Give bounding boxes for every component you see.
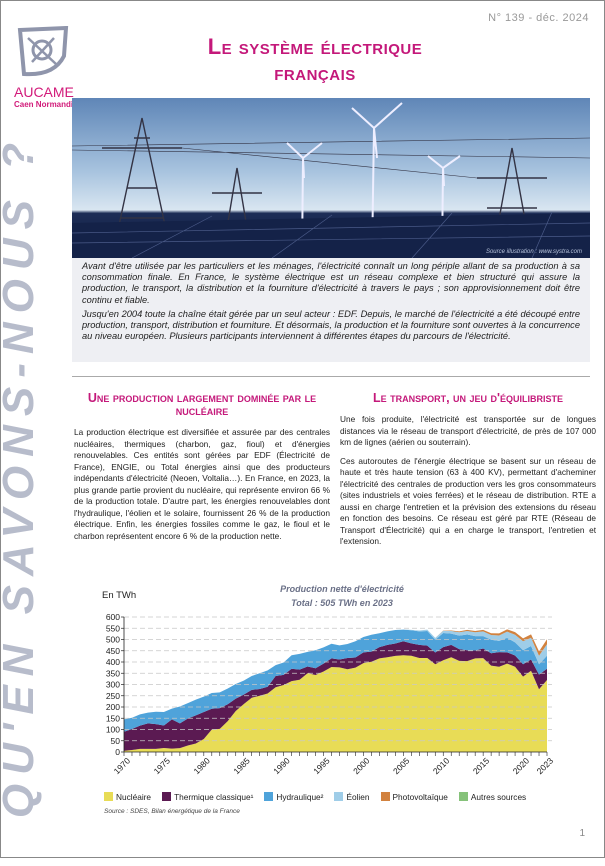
chart-title-line: Production nette d'électricité [280, 584, 404, 594]
production-section: Une production largement dominée par le … [74, 392, 330, 549]
y-tick-label: 400 [106, 657, 120, 667]
section-divider [72, 376, 590, 377]
x-tick-label: 1980 [191, 755, 212, 776]
y-tick-label: 300 [106, 680, 120, 690]
y-tick-label: 450 [106, 646, 120, 656]
logo-emblem-icon [17, 26, 69, 77]
y-tick-label: 150 [106, 713, 120, 723]
area-series-0 [124, 655, 547, 752]
y-tick-label: 500 [106, 635, 120, 645]
chart-source: Source : SDES, Bilan énergétique de la F… [104, 808, 240, 815]
legend-swatch [264, 792, 274, 801]
x-tick-label: 2010 [431, 755, 452, 776]
legend-label: Autres sources [470, 792, 527, 802]
chart-subtitle: Total : 505 TWh en 2023 [291, 598, 393, 608]
aucame-logo: AUCAME Caen Normandie [14, 26, 78, 109]
series-label-vertical: QU'EN SAVONS-NOUS ? [0, 134, 43, 819]
x-tick-label: 1990 [271, 755, 292, 776]
y-tick-label: 0 [115, 747, 120, 757]
issue-number: N° 139 - déc. 2024 [488, 12, 589, 24]
legend-swatch [162, 792, 172, 801]
page-number: 1 [579, 828, 585, 839]
x-tick-label: 1985 [231, 755, 252, 776]
photo-credit: Source illustration : www.systra.com [485, 249, 582, 255]
legend-swatch [334, 792, 344, 801]
production-chart: Production nette d'électricité Total : 5… [72, 578, 592, 818]
x-tick-label: 2005 [391, 755, 412, 776]
title-line-1: Le système électrique [207, 34, 423, 59]
x-tick-label: 1975 [152, 755, 173, 776]
intro-box: Avant d'être utilisée par les particulie… [72, 258, 590, 362]
legend-swatch [380, 792, 390, 801]
legend-label: Éolien [346, 792, 370, 802]
x-tick-label: 2015 [471, 755, 492, 776]
legend-label: Nucléaire [116, 792, 152, 802]
y-axis-label: En TWh [102, 590, 137, 601]
pylons-windturbines-illustration [72, 102, 590, 258]
x-tick-label: 2023 [535, 755, 556, 776]
legend-swatch [458, 792, 468, 801]
legend-swatch [104, 792, 113, 801]
legend-item: Éolien [334, 792, 370, 802]
production-heading: Une production largement dominée par le … [87, 391, 317, 418]
hero-photo: Source illustration : www.systra.com [72, 98, 590, 258]
y-tick-label: 600 [106, 612, 120, 622]
area-series-3 [124, 629, 547, 720]
legend-item: Nucléaire [104, 792, 151, 802]
transport-heading: Le transport, un jeu d'équilibriste [373, 391, 563, 405]
intro-paragraph-1: Avant d'être utilisée par les particulie… [82, 261, 580, 305]
legend-label: Thermique classique¹ [174, 792, 254, 802]
x-tick-label: 2000 [351, 755, 372, 776]
area-series-1 [124, 641, 547, 751]
logo-subtitle: Caen Normandie [14, 100, 78, 109]
y-tick-label: 550 [106, 623, 120, 633]
y-tick-label: 200 [106, 702, 120, 712]
x-tick-label: 2020 [511, 755, 532, 776]
y-tick-label: 250 [106, 691, 120, 701]
logo-name: AUCAME [14, 84, 74, 100]
chart-legend: Nucléaire Thermique classique¹ Hydraulique… [104, 792, 526, 802]
y-tick-label: 100 [106, 725, 120, 735]
legend-item: Thermique classique¹ [162, 792, 253, 802]
legend-item: Photovoltaïque [380, 792, 448, 802]
x-tick-label: 1995 [311, 755, 332, 776]
intro-paragraph-2: Jusqu'en 2004 toute la chaîne était géré… [82, 308, 580, 342]
transport-paragraph-2: Ces autoroutes de l'énergie électrique s… [340, 455, 596, 547]
transport-paragraph-1: Une fois produite, l'électricité est tra… [340, 414, 596, 447]
legend-label: Photovoltaïque [392, 792, 448, 802]
y-tick-label: 350 [106, 668, 120, 678]
legend-item: Hydraulique² [264, 792, 323, 802]
page-title: Le système électrique français [100, 34, 530, 86]
chart-title: Production nette d'électricité Total : 5… [222, 582, 462, 610]
title-line-2: français [274, 60, 356, 85]
x-tick-label: 1970 [112, 755, 133, 776]
legend-label: Hydraulique² [276, 792, 324, 802]
y-tick-label: 50 [111, 736, 121, 746]
transport-section: Le transport, un jeu d'équilibriste Une … [340, 392, 596, 555]
production-paragraph: La production électrique est diversifiée… [74, 427, 330, 541]
legend-item: Autres sources [458, 792, 527, 802]
